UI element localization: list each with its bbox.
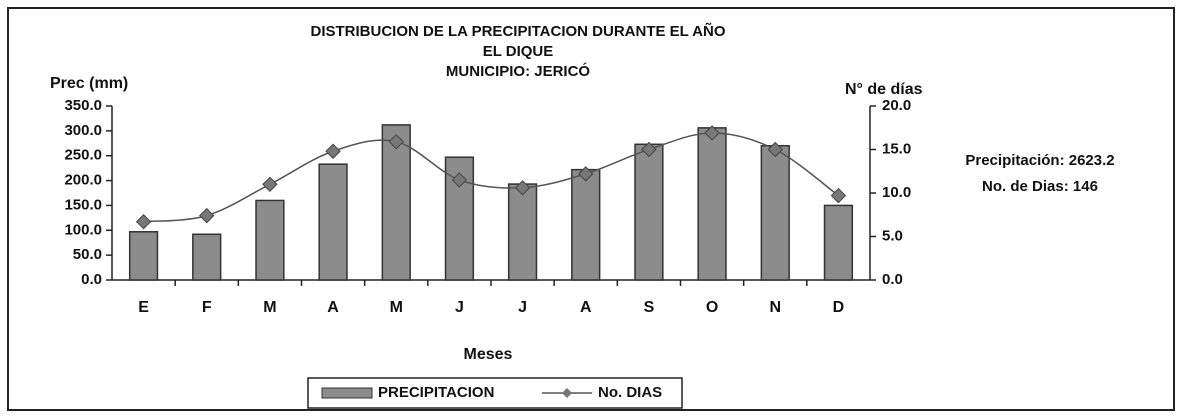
marker — [135, 214, 152, 230]
marker — [767, 141, 783, 158]
chart-border — [7, 7, 1175, 411]
bar — [697, 127, 727, 281]
x-axis-label: Meses — [464, 346, 513, 363]
chart-subtitle: MUNICIPIO: JERICÓ — [446, 62, 591, 80]
bar — [571, 168, 601, 281]
x-tick-label: J — [518, 299, 527, 316]
marker — [262, 176, 278, 193]
x-tick-label: A — [580, 299, 592, 316]
legend-label: PRECIPITACION — [378, 384, 494, 401]
legend-swatch — [562, 388, 572, 398]
y-tick-label: 200.0 — [64, 172, 102, 189]
y-tick-label: 250.0 — [64, 147, 102, 164]
y-tick-label: 50.0 — [73, 246, 102, 263]
bar — [192, 233, 222, 281]
x-tick-label: D — [833, 299, 845, 316]
marker — [641, 141, 657, 158]
y2-tick-label: 5.0 — [882, 227, 903, 244]
x-tick-label: J — [455, 299, 464, 316]
bar — [255, 199, 285, 281]
y-axis-label: Prec (mm) — [50, 75, 128, 92]
y2-axis-label: N° de días — [845, 81, 923, 98]
y-tick-label: 100.0 — [64, 221, 102, 238]
y-tick-label: 350.0 — [64, 97, 102, 114]
annotation: No. de Dias: 146 — [982, 178, 1098, 195]
y-tick-label: 300.0 — [64, 122, 102, 139]
marker — [514, 180, 531, 196]
y-tick-label: 0.0 — [81, 271, 102, 288]
x-tick-label: M — [263, 299, 276, 316]
bar — [760, 145, 790, 281]
x-tick-label: A — [327, 299, 339, 316]
x-tick-label: F — [202, 299, 212, 316]
x-tick-label: S — [644, 299, 655, 316]
legend-swatch — [321, 387, 373, 399]
bar — [318, 163, 348, 281]
bar — [128, 231, 159, 281]
line — [143, 132, 839, 223]
bar — [507, 183, 538, 281]
marker — [830, 187, 847, 204]
marker — [451, 172, 468, 188]
chart-title: DISTRIBUCION DE LA PRECIPITACION DURANTE… — [310, 22, 725, 40]
x-tick-label: M — [390, 299, 403, 316]
bar — [634, 143, 664, 281]
y2-tick-label: 20.0 — [882, 97, 911, 114]
y-tick-label: 150.0 — [64, 196, 102, 213]
y2-tick-label: 15.0 — [882, 140, 911, 157]
marker — [325, 143, 341, 159]
x-tick-label: E — [138, 299, 149, 316]
legend-label: No. DIAS — [598, 384, 662, 401]
marker — [199, 207, 215, 224]
marker — [704, 125, 720, 141]
y2-tick-label: 10.0 — [882, 184, 911, 201]
x-tick-label: O — [706, 299, 718, 316]
bar — [823, 204, 854, 281]
bar — [381, 124, 411, 281]
marker — [578, 166, 594, 182]
annotation: Precipitación: 2623.2 — [965, 152, 1114, 169]
marker — [388, 133, 404, 150]
x-tick-label: N — [769, 299, 781, 316]
chart-subtitle: EL DIQUE — [483, 43, 554, 60]
y2-tick-label: 0.0 — [882, 271, 903, 288]
